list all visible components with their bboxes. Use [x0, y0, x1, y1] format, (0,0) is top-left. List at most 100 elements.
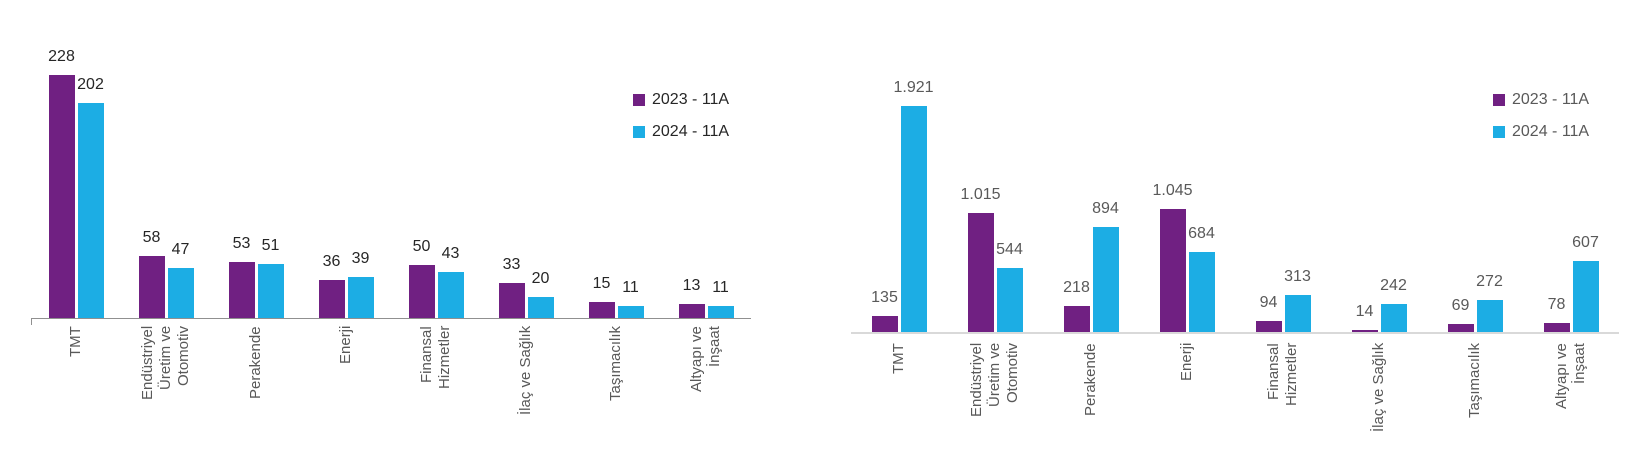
bar-group-cat2: 218 894: [1043, 97, 1139, 332]
value-label-2024-11a-cat7: 11: [712, 279, 729, 296]
value-label-2024-11a-cat2: 51: [261, 237, 280, 254]
value-label-2024-11a-cat6: 272: [1476, 273, 1503, 290]
value-label-2024-11a-cat5: 242: [1380, 277, 1407, 294]
bar-group-cat1: 58 47: [121, 52, 211, 318]
value-label-2024-11a-cat5: 20: [531, 270, 550, 287]
bar-group-cat3: 1.045 684: [1139, 97, 1235, 332]
value-label-2024-11a-cat0: 1.921: [893, 79, 934, 96]
bar-2023-11a-cat5: 33: [498, 256, 525, 318]
legend-label-2024-11a: 2024 - 11A: [1512, 123, 1590, 140]
bar-group-cat7: 78 607: [1523, 97, 1619, 332]
legend-item-2023-11a: 2023 - 11A: [1493, 90, 1589, 109]
value-label-2023-11a-cat7: 13: [682, 277, 701, 294]
plot-area: 228 202 58 47 53 51 36 39 50 43 33 20 15 11 13 11: [31, 48, 751, 319]
bar-group-cat6: 15 11: [571, 52, 661, 318]
legend-item-2024-11a: 2024 - 11A: [633, 122, 729, 141]
value-label-2024-11a-cat0: 202: [77, 76, 104, 93]
value-label-2023-11a-cat4: 50: [412, 238, 431, 255]
bar-2023-11a-cat0: 228: [48, 48, 75, 318]
bar-2024-11a-cat0: 1.921: [893, 79, 934, 332]
bar-group-cat7: 13 11: [661, 52, 751, 318]
value-label-2023-11a-cat0: 135: [871, 289, 898, 306]
bar-group-cat6: 69 272: [1427, 97, 1523, 332]
bar-2023-11a-cat7: 78: [1543, 296, 1570, 332]
value-label-2023-11a-cat3: 1.045: [1152, 182, 1193, 199]
bar-group-cat2: 53 51: [211, 52, 301, 318]
bar-2023-11a-cat2: 218: [1063, 279, 1090, 332]
x-axis-label-wrap-cat5: İlaç ve Sağlık: [1331, 343, 1427, 469]
value-label-2023-11a-cat2: 218: [1063, 279, 1090, 296]
x-axis-label-cat7: Altyapı ve İnşaat: [1553, 343, 1588, 409]
bar-2024-11a-cat3: 684: [1188, 225, 1215, 332]
x-axis-label-wrap-cat0: TMT: [851, 343, 947, 469]
bar-2023-11a-cat0: 135: [871, 289, 898, 332]
bar-2024-11a-cat1: 544: [996, 241, 1023, 332]
bar-2024-11a-cat6: 11: [617, 279, 644, 318]
value-label-2023-11a-cat6: 69: [1451, 297, 1470, 314]
x-axis-label-wrap-cat1: Endüstriyel Üretim ve Otomotiv: [947, 343, 1043, 469]
x-axis-label-wrap-cat4: Finansal Hizmetler: [1235, 343, 1331, 469]
bar-2023-11a-cat5: 14: [1351, 303, 1378, 332]
x-axis-label-cat0: TMT: [890, 343, 907, 374]
x-axis-label-cat2: Perakende: [1082, 343, 1099, 416]
legend: 2023 - 11A 2024 - 11A: [1493, 90, 1589, 141]
legend-label-2024-11a: 2024 - 11A: [652, 123, 730, 140]
value-label-2024-11a-cat1: 544: [996, 241, 1023, 258]
value-label-2024-11a-cat4: 43: [441, 245, 460, 262]
value-label-2023-11a-cat2: 53: [232, 235, 251, 252]
bar-2023-11a-cat4: 50: [408, 238, 435, 318]
x-axis-label-cat3: Enerji: [1178, 343, 1195, 382]
legend-swatch-2024-11a: [1493, 125, 1505, 138]
value-label-2023-11a-cat5: 14: [1355, 303, 1374, 320]
bar-2023-11a-cat6: 69: [1447, 297, 1474, 332]
bar-2024-11a-cat7: 11: [707, 279, 734, 318]
bar-2024-11a-cat0: 202: [77, 76, 104, 318]
bar-2023-11a-cat3: 36: [318, 253, 345, 318]
legend-item-2023-11a: 2023 - 11A: [633, 90, 729, 109]
bar-group-cat1: 1.015 544: [947, 97, 1043, 332]
bar-2024-11a-cat5: 20: [527, 270, 554, 318]
value-label-2023-11a-cat6: 15: [592, 275, 611, 292]
bar-2024-11a-cat4: 313: [1284, 268, 1311, 332]
bar-group-cat5: 33 20: [481, 52, 571, 318]
bar-2023-11a-cat1: 1.015: [960, 186, 1001, 332]
bar-2024-11a-cat1: 47: [167, 241, 194, 318]
bar-group-cat4: 94 313: [1235, 97, 1331, 332]
value-label-2024-11a-cat3: 39: [351, 250, 370, 267]
x-axis-label-wrap-cat6: Taşımacılık: [1427, 343, 1523, 469]
bar-group-cat0: 228 202: [31, 48, 121, 318]
bar-2023-11a-cat6: 15: [588, 275, 615, 318]
bar-2024-11a-cat7: 607: [1572, 234, 1599, 332]
value-label-2023-11a-cat5: 33: [502, 256, 521, 273]
bar-group-cat3: 36 39: [301, 52, 391, 318]
bar-2023-11a-cat2: 53: [228, 235, 255, 318]
legend-swatch-2023-11a: [633, 93, 645, 106]
x-axis-label-cat4: Finansal Hizmetler: [1265, 343, 1300, 407]
legend-label-2023-11a: 2023 - 11A: [652, 91, 730, 108]
value-label-2024-11a-cat7: 607: [1572, 234, 1599, 251]
value-label-2024-11a-cat2: 894: [1092, 200, 1119, 217]
x-axis-label-wrap-cat3: Enerji: [1139, 343, 1235, 469]
value-label-2023-11a-cat1: 1.015: [960, 186, 1001, 203]
value-label-2024-11a-cat3: 684: [1188, 225, 1215, 242]
legend-swatch-2024-11a: [633, 125, 645, 138]
legend-label-2023-11a: 2023 - 11A: [1512, 91, 1590, 108]
bar-2024-11a-cat2: 894: [1092, 200, 1119, 332]
value-label-2024-11a-cat6: 11: [622, 279, 639, 296]
bar-2024-11a-cat2: 51: [257, 237, 284, 318]
bar-group-cat0: 135 1.921: [851, 79, 947, 332]
bar-2024-11a-cat3: 39: [347, 250, 374, 318]
value-label-2024-11a-cat4: 313: [1284, 268, 1311, 285]
legend-swatch-2023-11a: [1493, 93, 1505, 106]
value-label-2023-11a-cat1: 58: [142, 229, 161, 246]
x-axis-label-cat6: Taşımacılık: [1466, 343, 1483, 419]
value-label-2023-11a-cat7: 78: [1547, 296, 1566, 313]
bar-2023-11a-cat1: 58: [138, 229, 165, 318]
value-label-2023-11a-cat4: 94: [1259, 294, 1278, 311]
legend: 2023 - 11A 2024 - 11A: [633, 90, 729, 141]
value-label-2024-11a-cat1: 47: [171, 241, 190, 258]
x-axis-tick: [31, 318, 32, 325]
